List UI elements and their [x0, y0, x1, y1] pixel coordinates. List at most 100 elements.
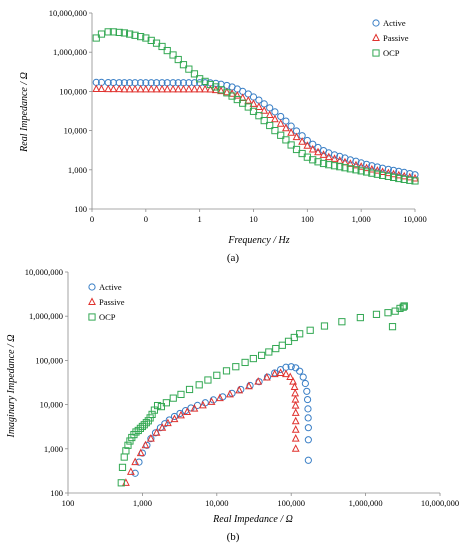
panel-a-x-tick-label: 10,000 — [403, 214, 426, 224]
panel-b-passive-point — [289, 377, 298, 385]
panel-a-ocp-point — [120, 29, 129, 37]
panel-a-passive-point — [136, 84, 145, 93]
panel-a-ocp-point — [163, 46, 171, 55]
panel-a-passive-point — [163, 84, 172, 93]
panel-a-ocp-point — [126, 30, 134, 38]
panel-b-passive-point — [235, 385, 244, 394]
panel-b-ocp-point — [120, 453, 128, 461]
panel-a-passive-point — [292, 132, 301, 141]
panel-b-ocp-point — [306, 326, 314, 334]
panel-a-passive-point — [362, 163, 371, 172]
panel-a-active-point — [277, 112, 285, 121]
panel-a-legend-passive-label: Passive — [383, 33, 409, 43]
panel-b-ocp-point — [138, 422, 147, 431]
panel-b-passive-point — [291, 444, 300, 452]
panel-a-caption: (a) — [227, 252, 240, 264]
panel-a-x-axis-label: Frequency / Hz — [227, 235, 289, 246]
panel-a-y-tick-label: 100,000 — [59, 86, 87, 96]
panel-a-ocp-point — [282, 136, 290, 144]
panel-b-ocp-point — [124, 441, 132, 449]
panel-b-ocp-point — [400, 302, 408, 310]
panel-a-active-point — [357, 159, 365, 167]
panel-a-ocp-point — [185, 65, 193, 73]
panel-b-ocp-point — [134, 426, 142, 435]
panel-b-ocp-point — [118, 463, 127, 471]
panel-a-y-axis-label: Real Impedance / Ω — [19, 72, 30, 153]
panel-a-ocp-point — [406, 176, 414, 184]
panel-a-passive-point — [303, 141, 312, 149]
panel-b-ocp-point — [185, 385, 194, 394]
panel-b-passive-point — [282, 369, 290, 378]
panel-a-ocp-point — [395, 174, 403, 183]
panel-a-active-point — [373, 163, 381, 171]
panel-b-ocp-point — [132, 428, 140, 436]
panel-b-y-tick-label: 1,000,000 — [29, 311, 63, 321]
panel-b-legend-ocp-label: OCP — [99, 312, 116, 322]
panel-b-passive-point — [225, 389, 234, 398]
panel-a-ocp-point — [309, 156, 317, 164]
panel-a-passive-point — [104, 84, 113, 93]
panel-b-ocp-point — [320, 322, 329, 330]
panel-b-active-point — [303, 395, 312, 404]
panel-b-passive-point — [158, 423, 167, 431]
panel-a-active-point — [271, 108, 279, 116]
panel-a-passive-point — [378, 167, 387, 175]
panel-a-active-point — [260, 100, 268, 108]
panel-b-passive-point — [198, 400, 207, 409]
panel-b-legend-passive-marker — [88, 297, 96, 305]
panel-b-passive-point — [270, 369, 279, 378]
panel-a-y-tick-label: 10,000,000 — [49, 8, 87, 18]
panel-a-passive-point — [367, 164, 376, 173]
panel-a-ocp-point — [346, 165, 354, 173]
panel-b-passive-point — [215, 393, 224, 402]
panel-b-active-point — [304, 456, 312, 464]
panel-b-active-point — [304, 424, 312, 432]
panel-a-passive-point — [92, 84, 101, 93]
panel-a-ocp-point — [271, 127, 279, 135]
panel-b-passive-point — [291, 400, 300, 409]
panel-a-series-ocp — [92, 28, 419, 185]
panel-a-ocp-point — [389, 173, 398, 181]
panel-b-passive-point — [262, 372, 271, 381]
panel-a-passive-point — [195, 84, 204, 93]
panel-b-ocp-point — [130, 430, 138, 439]
panel-a-passive-point — [174, 84, 183, 93]
panel-a-active-point — [395, 167, 403, 176]
panel-a-ocp-point — [244, 103, 252, 111]
panel-b-active-point — [287, 363, 295, 371]
panel-a-passive-point — [319, 150, 328, 158]
panel-a-ocp-point — [266, 121, 274, 130]
panel-a-passive-point — [352, 160, 360, 169]
panel-b-ocp-point — [296, 330, 304, 338]
panel-b-ocp-point — [153, 401, 162, 410]
panel-a-ocp-point — [330, 162, 339, 170]
panel-b-ocp-point — [399, 303, 407, 311]
panel-a-active-point — [309, 140, 317, 148]
panel-b: 100 1,000 10,000 100,000 1,000,000 10,000,000… — [6, 267, 459, 543]
panel-b-passive-point — [291, 394, 300, 403]
panel-a-passive-point — [125, 84, 134, 93]
panel-a-ocp-point — [336, 163, 344, 171]
panel-b-passive-point — [291, 416, 300, 425]
panel-a-passive-point — [217, 86, 226, 95]
panel-a-passive-point — [271, 114, 279, 123]
panel-b-ocp-point — [388, 323, 397, 331]
panel-b-active-point — [301, 379, 309, 388]
panel-a-x-tick-label: 1,000 — [352, 214, 371, 224]
panel-b-ocp-point — [278, 341, 286, 349]
panel-b-ocp-point — [249, 354, 257, 363]
panel-b-axes — [65, 271, 441, 496]
panel-b-ocp-point — [372, 310, 381, 318]
panel-a-active-point — [314, 143, 322, 152]
panel-a-active-point — [282, 117, 290, 125]
panel-a-ocp-point — [137, 33, 145, 41]
panel-a-x-tick-label: 0 — [144, 214, 148, 224]
panel-b-passive-point — [183, 407, 192, 416]
panel-a-x-tick-label: 100 — [301, 214, 314, 224]
panel-a-y-tick-label: 100 — [74, 204, 87, 214]
panel-b-passive-point — [276, 368, 285, 376]
panel-b-ocp-point — [142, 419, 150, 427]
panel-a-passive-point — [141, 84, 150, 93]
panel-a-legend-active-label: Active — [383, 18, 406, 28]
panel-a-passive-point — [389, 169, 398, 178]
